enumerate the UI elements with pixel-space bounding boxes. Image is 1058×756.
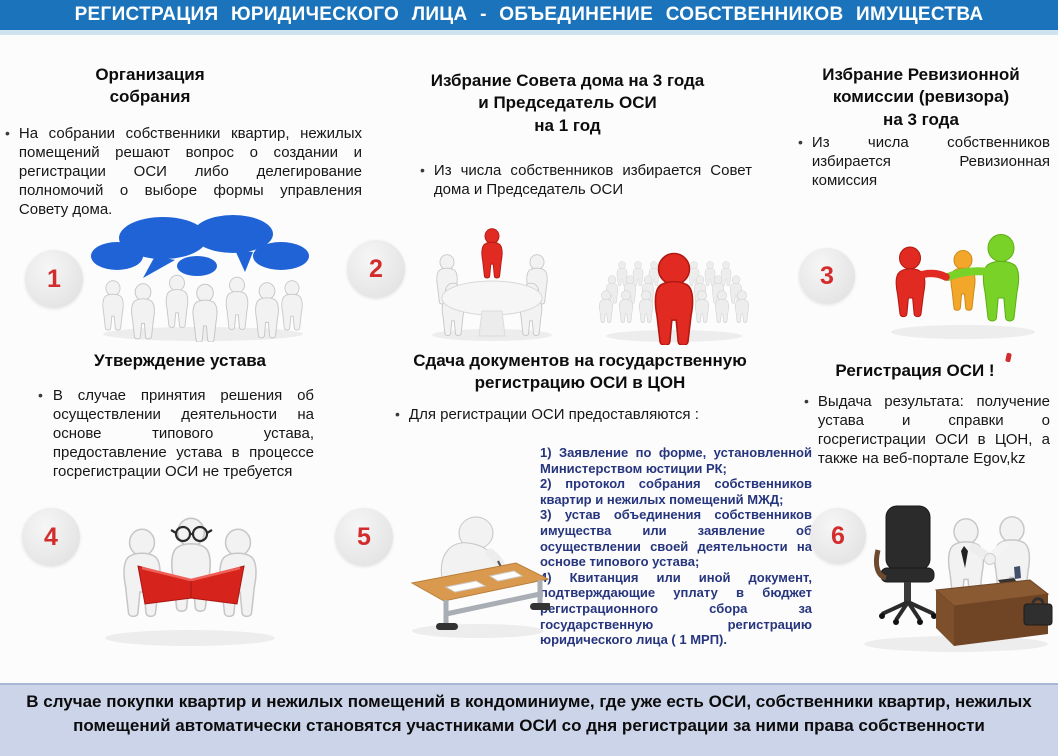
- step6-text: Выдача результата: получение устава и сп…: [817, 393, 1050, 468]
- briefcase-icon: [1023, 597, 1053, 626]
- header-bar: РЕГИСТРАЦИЯ ЮРИДИЧЕСКОГО ЛИЦА - ОБЪЕДИНЕ…: [0, 0, 1058, 30]
- page-title: РЕГИСТРАЦИЯ ЮРИДИЧЕСКОГО ЛИЦА - ОБЪЕДИНЕ…: [74, 4, 984, 25]
- document-item-1: 1) Заявление по форме, установленной Мин…: [540, 445, 812, 476]
- step3-title: Избрание Ревизионной комиссии (ревизора)…: [822, 65, 1020, 129]
- tie-icon: [961, 546, 968, 568]
- step2-bullet: • Из числа собственников избирается Сове…: [420, 161, 752, 199]
- meeting-table-illustration: [432, 228, 552, 341]
- bullet-icon: •: [395, 406, 400, 422]
- document-item-3: 3) устав объединения собственников имуще…: [540, 507, 812, 570]
- step2-number-badge: 2: [347, 240, 405, 298]
- crowd-discussion-illustration: [91, 215, 309, 342]
- leader-before-crowd-illustration: [599, 252, 749, 345]
- step1-number: 1: [47, 264, 61, 293]
- step5-bullet: • Для регистрации ОСИ предоставляются :: [395, 405, 705, 424]
- document-item-4: 4) Квитанция или иной документ, подтверж…: [540, 569, 812, 648]
- footer-text: В случае покупки квартир и нежилых помещ…: [26, 692, 1032, 736]
- step1-title: Организация собрания: [95, 65, 205, 107]
- step2-number: 2: [369, 254, 383, 283]
- step3-bullet: • Из числа собственников избирается Реви…: [798, 133, 1050, 190]
- footer-note: В случае покупки квартир и нежилых помещ…: [0, 683, 1058, 756]
- office-handshake-illustration: [864, 505, 1053, 652]
- step6-title: Регистрация ОСИ !: [835, 361, 995, 380]
- step5-documents-list: 1) Заявление по форме, установленной Мин…: [540, 445, 812, 648]
- step4-title: Утверждение устава: [94, 351, 266, 370]
- bullet-icon: •: [38, 387, 43, 403]
- step1-number-badge: 1: [25, 250, 83, 308]
- step2-text: Из числа собственников избирается Совет …: [433, 162, 752, 199]
- step3-number: 3: [820, 261, 834, 290]
- bullet-icon: •: [420, 162, 425, 178]
- colored-figures-illustration: [891, 234, 1035, 339]
- step4-text: В случае принятия решения об осуществлен…: [52, 387, 314, 481]
- glasses-icon: [170, 525, 213, 543]
- step5-number-badge: 5: [335, 508, 393, 566]
- step6-number: 6: [831, 521, 845, 550]
- step6-bullet: • Выдача результата: получение устава и …: [804, 392, 1050, 468]
- bullet-icon: •: [5, 125, 10, 141]
- writing-at-desk-illustration: [410, 516, 550, 638]
- step2-title: Избрание Совета дома на 3 года и Председ…: [430, 71, 705, 135]
- header-divider: [0, 30, 1058, 35]
- bullet-icon: •: [804, 393, 809, 409]
- bullet-icon: •: [798, 134, 803, 150]
- step6-number-badge: 6: [810, 508, 866, 564]
- step5-title: Сдача документов на государственную реги…: [413, 351, 747, 393]
- document-item-2: 2) протокол собрания собственников кварт…: [540, 476, 812, 507]
- step5-number: 5: [357, 522, 371, 551]
- step3-text: Из числа собственников избирается Ревизи…: [811, 134, 1050, 190]
- step1-bullet: • На собрании собственники квартир, нежи…: [5, 124, 362, 219]
- step4-number-badge: 4: [22, 508, 80, 566]
- office-chair-icon: [873, 505, 937, 625]
- step3-number-badge: 3: [799, 248, 855, 304]
- reading-red-book-illustration: [105, 517, 275, 646]
- step4-bullet: • В случае принятия решения об осуществл…: [38, 386, 314, 481]
- step5-text: Для регистрации ОСИ предоставляются :: [408, 406, 699, 423]
- step4-number: 4: [44, 522, 58, 551]
- step1-text: На собрании собственники квартир, нежилы…: [18, 125, 362, 219]
